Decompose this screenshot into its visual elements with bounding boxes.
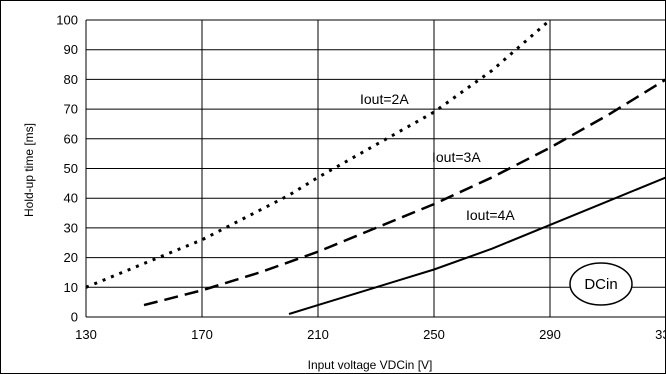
y-tick-label: 50	[64, 161, 78, 176]
x-tick-label: 330	[655, 327, 666, 342]
series-line-iout-4a	[288, 176, 666, 315]
x-tick-label: 290	[539, 327, 561, 342]
series-label-iout-2a: Iout=2A	[360, 91, 409, 107]
dcin-badge: DCin	[569, 262, 633, 306]
y-tick-label: 20	[64, 250, 78, 265]
series-line-iout-3a	[143, 78, 666, 307]
x-tick-label: 130	[75, 327, 97, 342]
y-tick-label: 40	[64, 191, 78, 206]
x-tick-label: 170	[191, 327, 213, 342]
series-line-iout-2a	[85, 18, 551, 289]
series-lines	[85, 18, 666, 315]
y-tick-label: 0	[71, 310, 78, 325]
grid	[85, 19, 666, 318]
x-tick-label: 210	[307, 327, 329, 342]
y-tick-label: 70	[64, 102, 78, 117]
series-label-iout-4a: Iout=4A	[466, 207, 515, 223]
y-tick-label: 80	[64, 72, 78, 87]
x-tick-label: 250	[423, 327, 445, 342]
dcin-badge-text: DCin	[584, 276, 617, 293]
dcin-badge-outline	[569, 262, 633, 306]
y-tick-label: 100	[56, 13, 78, 28]
y-tick-label: 30	[64, 220, 78, 235]
y-tick-label: 10	[64, 280, 78, 295]
x-axis-title: Input voltage VDCin [V]	[308, 358, 433, 372]
y-tick-label: 60	[64, 131, 78, 146]
y-axis-title: Hold-up time [ms]	[22, 123, 36, 217]
y-tick-label: 90	[64, 42, 78, 57]
series-label-iout-3a: Iout=3A	[432, 149, 481, 165]
tick-labels: 0 10 20 30 40 50 60 70 80 90 100 130 170 210 250 290 330	[56, 13, 666, 343]
